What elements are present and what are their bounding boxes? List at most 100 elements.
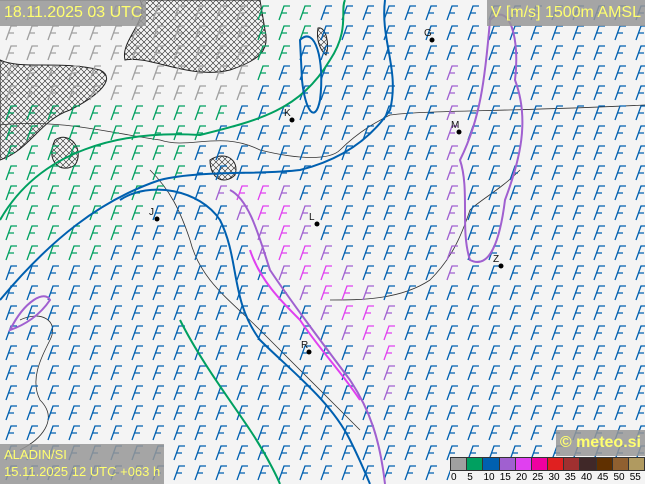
wind-barb-icon [446, 385, 458, 401]
wind-barb-icon [404, 265, 416, 281]
wind-barb-icon [383, 365, 395, 381]
wind-barb-icon [173, 345, 185, 361]
wind-barb-icon [299, 445, 311, 461]
wind-barb-icon [635, 105, 645, 121]
wind-barb-icon [635, 365, 645, 381]
wind-barb-icon [446, 245, 458, 261]
wind-barb-icon [173, 165, 185, 181]
wind-barb-icon [593, 45, 605, 61]
wind-barb-icon [425, 245, 437, 261]
wind-barb-icon [131, 425, 143, 441]
wind-barb-icon [257, 405, 269, 421]
wind-barb-icon [89, 345, 101, 361]
wind-barb-icon [383, 125, 395, 141]
wind-barb-icon [110, 145, 122, 161]
wind-barb-icon [89, 65, 101, 81]
wind-barb-icon [320, 325, 332, 341]
wind-barb-icon [404, 45, 416, 61]
wind-barb-icon [614, 365, 626, 381]
wind-barb-icon [299, 405, 311, 421]
wind-barb-icon [488, 85, 500, 101]
wind-barb-icon [236, 145, 248, 161]
wind-barb-icon [194, 185, 206, 201]
wind-barb-icon [26, 65, 38, 81]
wind-barb-icon [152, 405, 164, 421]
wind-barb-icon [635, 385, 645, 401]
wind-barb-icon [68, 105, 80, 121]
wind-barb-icon [635, 25, 645, 41]
wind-barb-icon [404, 305, 416, 321]
city-label: G [424, 28, 432, 39]
wind-barb-icon [383, 225, 395, 241]
legend-swatch [612, 458, 629, 470]
wind-barb-icon [173, 245, 185, 261]
wind-barb-icon [551, 25, 563, 41]
wind-barb-icon [572, 325, 584, 341]
model-info: ALADIN/SI 15.11.2025 12 UTC +063 h [0, 444, 165, 484]
legend-swatch [515, 458, 532, 470]
wind-barb-icon [425, 325, 437, 341]
legend-swatch [596, 458, 613, 470]
wind-barb-icon [488, 165, 500, 181]
wind-barb-icon [236, 245, 248, 261]
wind-barb-icon [530, 225, 542, 241]
wind-barb-icon [467, 265, 479, 281]
wind-barb-icon [635, 145, 645, 161]
wind-barb-icon [89, 165, 101, 181]
wind-barb-icon [131, 265, 143, 281]
wind-barb-icon [299, 185, 311, 201]
wind-barb-icon [194, 425, 206, 441]
wind-barb-icon [551, 225, 563, 241]
wind-barb-icon [425, 225, 437, 241]
wind-barb-icon [446, 145, 458, 161]
wind-barb-icon [425, 125, 437, 141]
copyright: © meteo.si [555, 430, 645, 456]
wind-barb-icon [152, 65, 164, 81]
wind-barb-icon [551, 105, 563, 121]
wind-barb-icon [635, 245, 645, 261]
wind-barb-icon [236, 105, 248, 121]
wind-barb-icon [446, 65, 458, 81]
legend-swatch [499, 458, 516, 470]
wind-barb-icon [110, 345, 122, 361]
wind-barb-icon [215, 305, 227, 321]
wind-barb-icon [215, 65, 227, 81]
wind-barb-icon [215, 85, 227, 101]
wind-barb-icon [614, 125, 626, 141]
wind-barb-icon [278, 5, 290, 21]
wind-barb-icon [299, 465, 311, 481]
wind-barb-icon [509, 425, 521, 441]
wind-barb-icon [173, 25, 185, 41]
wind-barb-icon [26, 225, 38, 241]
wind-barb-icon [26, 245, 38, 261]
wind-barb-icon [299, 25, 311, 41]
legend-tick: 55 [629, 472, 641, 483]
wind-barb-icon [383, 385, 395, 401]
wind-barb-icon [194, 45, 206, 61]
wind-barb-icon [341, 205, 353, 221]
wind-barb-icon [425, 25, 437, 41]
wind-barb-icon [572, 145, 584, 161]
wind-barb-icon [5, 185, 17, 201]
wind-barb-icon [68, 205, 80, 221]
wind-barb-icon [110, 325, 122, 341]
wind-barb-icon [47, 65, 59, 81]
wind-barb-icon [26, 345, 38, 361]
color-legend: 0 5 10 15 20 25 30 35 40 45 50 55 [450, 457, 645, 484]
wind-barb-icon [446, 5, 458, 21]
wind-barb-icon [299, 125, 311, 141]
wind-barb-icon [257, 205, 269, 221]
wind-barb-icon [257, 65, 269, 81]
wind-barb-icon [509, 445, 521, 461]
wind-barb-icon [446, 125, 458, 141]
wind-barb-icon [278, 405, 290, 421]
wind-barb-icon [215, 265, 227, 281]
wind-barb-icon [404, 345, 416, 361]
wind-barb-icon [404, 445, 416, 461]
wind-barb-icon [215, 45, 227, 61]
wind-barb-icon [320, 385, 332, 401]
wind-barb-icon [467, 245, 479, 261]
wind-barb-icon [47, 305, 59, 321]
wind-barb-icon [152, 125, 164, 141]
wind-barb-icon [320, 205, 332, 221]
